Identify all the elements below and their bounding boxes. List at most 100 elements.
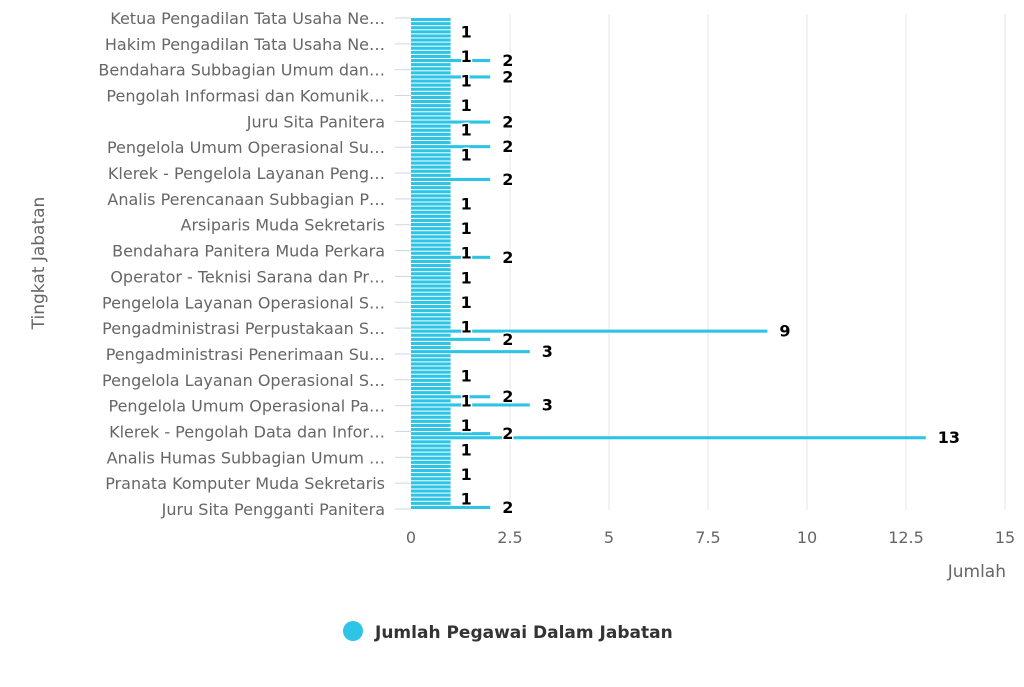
data-label: 2 [502,137,513,156]
bar [411,415,451,419]
data-label: 1 [461,318,472,337]
bar [411,239,451,243]
bar [411,100,451,104]
bar [411,79,451,83]
bar [411,26,451,30]
legend-marker [343,621,363,641]
bar [411,313,451,317]
data-label: 2 [502,330,513,349]
legend-item[interactable]: Jumlah Pegawai Dalam Jabatan [343,621,673,643]
bar [411,223,451,227]
data-label: 1 [461,96,472,115]
bar [411,186,451,190]
bar [411,374,451,378]
bar [411,157,451,161]
bar [411,264,451,268]
bar [411,456,451,460]
bar [411,18,451,22]
bar [411,354,451,358]
data-label: 1 [461,195,472,214]
bar [411,481,451,485]
bar [411,300,451,304]
y-tick-label: Pengelola Layanan Operasional S… [102,293,385,312]
bar [411,165,451,169]
bar [411,276,451,280]
data-label: 13 [938,428,960,447]
bar [411,54,451,58]
data-label: 3 [542,395,553,414]
bar [411,108,451,112]
data-label: 1 [461,490,472,509]
x-tick-label: 12.5 [888,528,924,547]
bar [411,329,768,333]
bar [411,395,491,399]
bar [411,190,451,194]
bar [411,75,491,79]
data-label: 2 [502,170,513,189]
bar [411,34,451,38]
bar [411,268,451,272]
bar [411,305,451,309]
bar [411,477,451,481]
bar [411,198,451,202]
bar [411,161,451,165]
bar [411,358,451,362]
bar [411,473,451,477]
bar [411,391,451,395]
data-label: 1 [461,244,472,263]
bar [411,124,451,128]
bar [411,464,451,468]
data-label: 9 [779,322,790,341]
bar [411,67,451,71]
bar [411,83,451,87]
data-label: 1 [461,465,472,484]
x-tick-label: 5 [604,528,614,547]
y-tick-label: Klerek - Pengelola Layanan Peng… [108,164,385,183]
bar [411,366,451,370]
bar [411,407,451,411]
y-axis-ticks: Ketua Pengadilan Tata Usaha Ne… Hakim Pen… [98,9,411,519]
y-tick-label: Klerek - Pengolah Data dan Infor… [109,422,385,441]
bar [411,419,451,423]
bars [411,18,926,509]
bar [411,370,451,374]
data-label: 2 [502,387,513,406]
legend-label: Jumlah Pegawai Dalam Jabatan [374,623,673,643]
y-tick-label: Pengadministrasi Perpustakaan S… [102,319,385,338]
bar [411,382,451,386]
y-tick-label: Pengelola Umum Operasional Su… [107,138,385,157]
x-axis-ticks: 0 2.5 5 7.5 10 12.5 15 [406,528,1015,547]
bar [411,46,451,50]
bar [411,91,451,95]
bar [411,116,451,120]
bar [411,428,451,432]
x-tick-label: 15 [995,528,1015,547]
bar [411,136,451,140]
x-tick-label: 10 [797,528,817,547]
bar [411,341,451,345]
bar [411,120,491,124]
bar [411,350,530,354]
bar [411,214,451,218]
data-label: 2 [502,498,513,517]
bar [411,485,451,489]
data-label: 1 [461,441,472,460]
bar [411,145,491,149]
bar [411,210,451,214]
y-tick-label: Pranata Komputer Muda Sekretaris [105,474,385,493]
bar [411,50,451,54]
bar [411,87,451,91]
data-label: 2 [502,67,513,86]
y-tick-label: Pengolah Informasi dan Komunik… [106,87,385,106]
y-tick-label: Pengelola Umum Operasional Pa… [109,397,386,416]
grid-lines [509,14,1006,510]
bar [411,411,451,415]
bar [411,436,926,440]
data-label: 1 [461,72,472,91]
y-axis-title: Tingkat Jabatan [29,197,49,331]
bar [411,505,491,509]
bar [411,153,451,157]
data-label: 1 [461,391,472,410]
bar [411,104,451,108]
bar [411,177,491,181]
